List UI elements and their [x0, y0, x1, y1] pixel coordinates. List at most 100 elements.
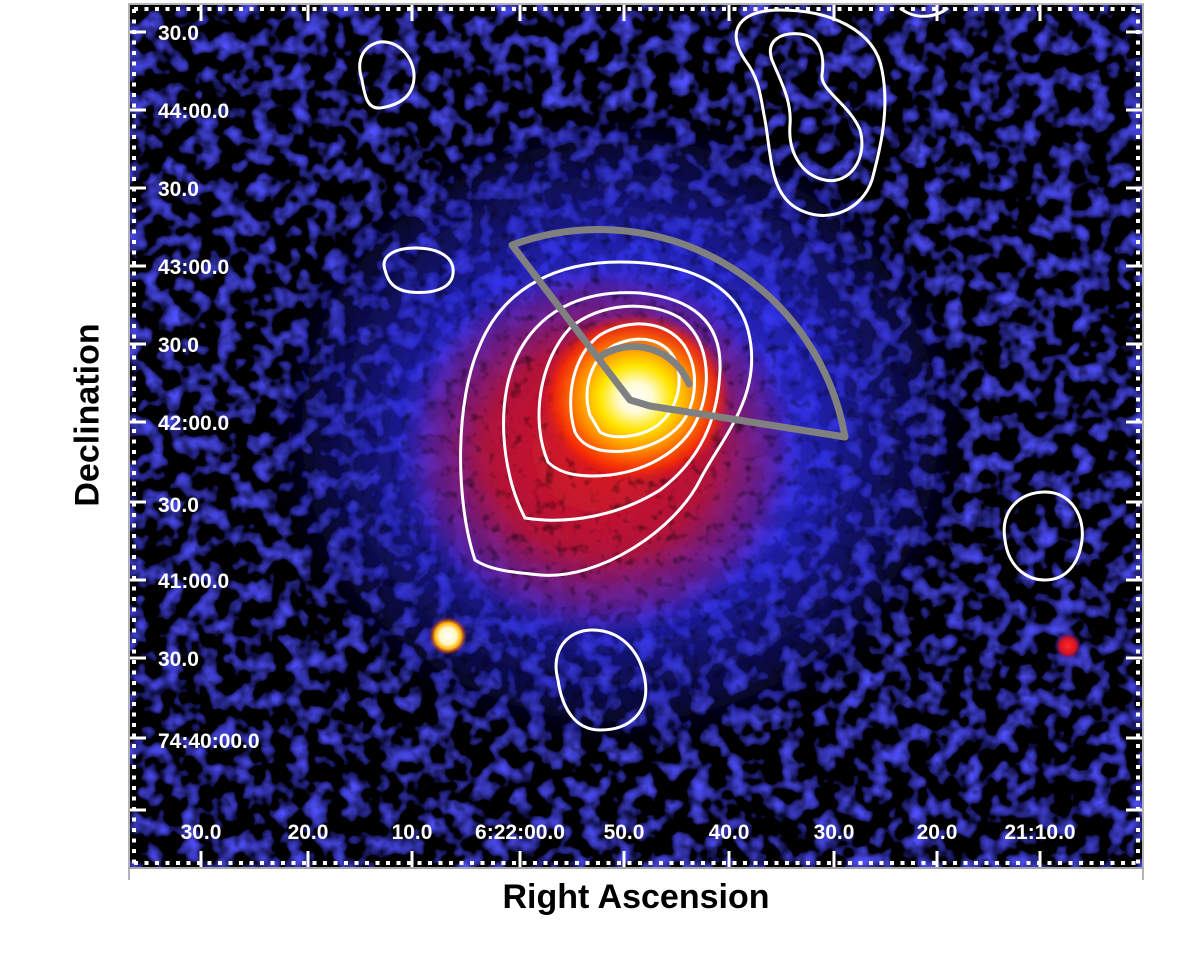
- tick-dot: [1026, 861, 1031, 865]
- x-tick-label: 40.0: [709, 821, 750, 844]
- tick-dot: [132, 219, 136, 223]
- tick-dot: [132, 586, 136, 591]
- tick-dot: [132, 817, 136, 822]
- tick-dot: [1121, 7, 1125, 11]
- tick-dot: [132, 723, 136, 727]
- tick-dot: [438, 861, 443, 865]
- tick-dot: [132, 702, 136, 706]
- tick-dot: [132, 103, 136, 108]
- tick-dot: [270, 861, 275, 865]
- tick-dot: [130, 108, 146, 112]
- tick-dot: [711, 861, 716, 865]
- tick-dot: [617, 7, 621, 11]
- tick-dot: [622, 5, 626, 21]
- tick-dot: [132, 93, 136, 97]
- tick-dot: [596, 7, 600, 11]
- tick-dot: [1136, 649, 1140, 654]
- tick-dot: [132, 135, 136, 139]
- tick-dot: [1136, 229, 1140, 234]
- tick-dot: [1136, 534, 1140, 538]
- tick-dot: [533, 861, 537, 865]
- tick-dot: [132, 513, 136, 517]
- tick-dot: [130, 186, 146, 190]
- tick-dot: [806, 7, 810, 11]
- tick-dot: [132, 712, 136, 717]
- tick-dot: [953, 861, 957, 865]
- tick-dot: [130, 420, 146, 424]
- tick-dot: [1058, 7, 1062, 11]
- tick-dot: [155, 7, 159, 11]
- tick-dot: [995, 861, 999, 865]
- tick-dot: [239, 861, 243, 865]
- tick-dot: [984, 861, 989, 865]
- tick-dot: [1136, 72, 1140, 76]
- tick-dot: [1136, 114, 1140, 118]
- x-tick-label: 6:22:00.0: [475, 821, 565, 844]
- tick-dot: [302, 7, 306, 11]
- tick-dot: [132, 387, 136, 391]
- tick-dot: [218, 7, 222, 11]
- tick-dot: [501, 861, 506, 865]
- tick-dot: [470, 861, 474, 865]
- tick-dot: [1136, 492, 1140, 496]
- tick-dot: [132, 744, 136, 748]
- tick-dot: [312, 7, 317, 11]
- tick-dot: [132, 376, 136, 381]
- tick-dot: [491, 861, 495, 865]
- tick-dot: [176, 861, 180, 865]
- tick-dot: [1038, 851, 1042, 867]
- tick-dot: [132, 229, 136, 234]
- tick-dot: [323, 7, 327, 11]
- tick-dot: [1136, 849, 1140, 853]
- tick-dot: [144, 861, 149, 865]
- x-tick-label: 21:10.0: [1004, 821, 1075, 844]
- tick-dot: [512, 7, 516, 11]
- tick-dot: [218, 861, 222, 865]
- tick-dot: [1136, 544, 1140, 549]
- tick-dot: [132, 786, 136, 790]
- tick-dot: [942, 861, 947, 865]
- tick-dot: [396, 861, 401, 865]
- tick-dot: [410, 851, 414, 867]
- tick-dot: [132, 681, 136, 685]
- tick-dot: [407, 7, 411, 11]
- tick-dot: [1136, 786, 1140, 790]
- tick-dot: [900, 7, 905, 11]
- tick-dot: [1136, 51, 1140, 55]
- tick-dot: [1136, 565, 1140, 570]
- tick-dot: [1136, 796, 1140, 801]
- tick-dot: [132, 124, 136, 129]
- tick-dot: [1136, 660, 1140, 664]
- tick-dot: [132, 261, 136, 265]
- tick-dot: [306, 5, 310, 21]
- tick-dot: [132, 670, 136, 675]
- tick-dot: [132, 9, 136, 13]
- tick-dot: [132, 282, 136, 286]
- tick-dot: [680, 7, 684, 11]
- tick-dot: [816, 7, 821, 11]
- image-area: [130, 5, 1142, 867]
- x-tick-label: 10.0: [392, 821, 433, 844]
- tick-dot: [132, 397, 136, 402]
- tick-dot: [732, 861, 737, 865]
- tick-dot: [690, 7, 695, 11]
- tick-dot: [659, 861, 663, 865]
- y-tick-labels: 30.0 44:00.0 30.0 43:00.0 30.0 42:00.0 3…: [158, 22, 260, 753]
- tick-dot: [1136, 103, 1140, 108]
- tick-dot: [522, 7, 527, 11]
- tick-dot: [1136, 576, 1140, 580]
- tick-dot: [690, 861, 695, 865]
- tick-dot: [132, 292, 136, 297]
- y-tick-label: 42:00.0: [158, 412, 229, 435]
- tick-dot: [1136, 429, 1140, 433]
- tick-dot: [186, 7, 191, 11]
- tick-dot: [1126, 578, 1142, 582]
- left-tick-marks: [130, 9, 146, 864]
- tick-dot: [249, 7, 254, 11]
- tick-dot: [132, 765, 136, 769]
- tick-dot: [228, 7, 233, 11]
- tick-dot: [132, 429, 136, 433]
- y-tick-label: 30.0: [158, 494, 199, 517]
- tick-dot: [1136, 450, 1140, 454]
- tick-dot: [1136, 250, 1140, 255]
